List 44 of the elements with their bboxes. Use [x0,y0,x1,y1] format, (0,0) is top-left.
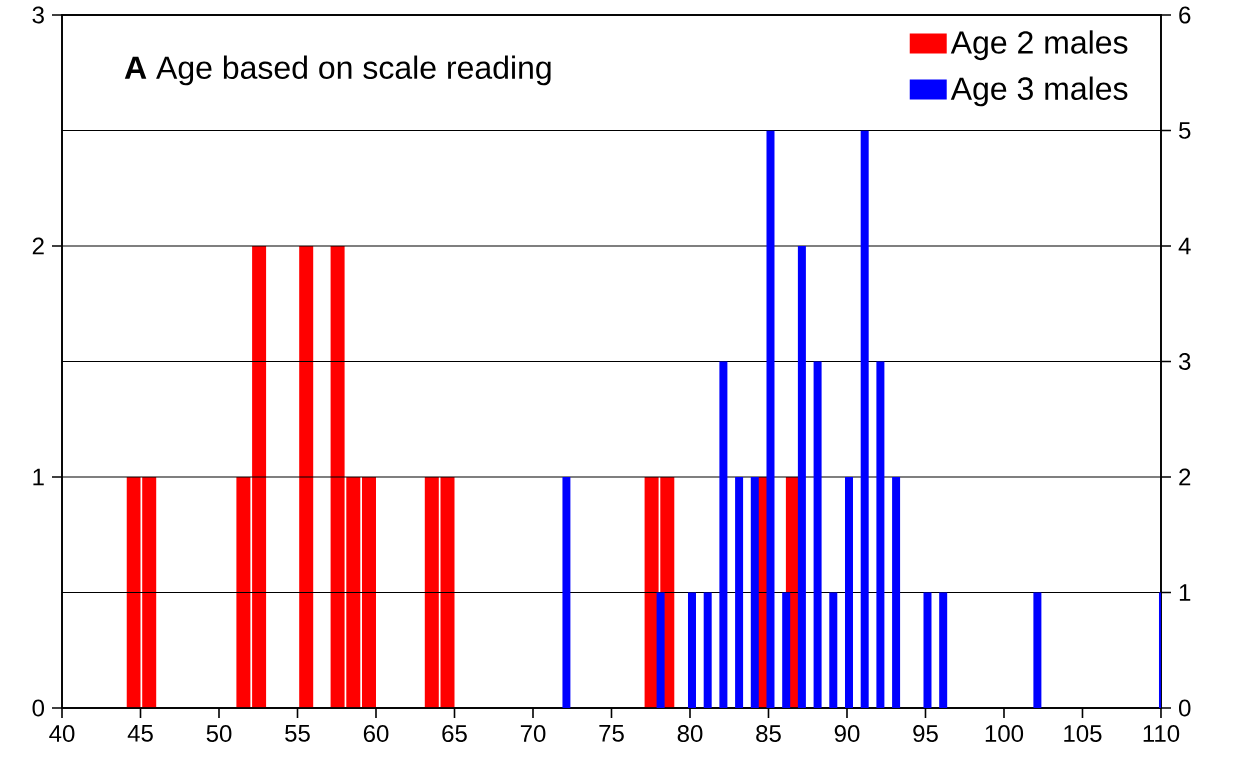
bar [892,476,901,708]
x-tick-label: 95 [913,725,938,743]
bar [844,476,853,708]
bar [1033,592,1042,708]
legend-label: Age 2 males [950,30,1128,61]
bar [876,361,885,708]
x-tick-label: 60 [363,725,389,743]
x-tick-label: 110 [1143,725,1180,743]
y2-tick-label: 2 [1179,468,1191,486]
x-tick-label: 90 [834,725,860,743]
y2-tick-label: 5 [1179,122,1191,139]
x-tick-label: 80 [677,725,703,743]
x-tick-label: 40 [49,725,75,743]
bar [923,592,932,708]
y-tick-label: 2 [32,237,44,255]
bar [766,130,775,708]
bar [860,130,869,708]
x-tick-label: 75 [599,725,624,742]
x-tick-label: 55 [285,725,310,742]
bar [939,592,948,708]
y2-tick-label: 6 [1179,6,1191,24]
bar [829,592,838,708]
x-tick-label: 65 [442,725,467,743]
y2-tick-label: 4 [1178,237,1191,255]
x-tick-label: 70 [520,725,546,743]
y-tick-label: 3 [32,6,44,24]
text: A Age based on scale reading [124,55,551,86]
y-tick-label: 0 [32,699,45,717]
bar [703,592,712,708]
y2-tick-label: 3 [1178,353,1191,370]
bar [797,245,806,708]
x-tick-label: 45 [127,725,153,742]
y2-tick-label: 1 [1179,584,1191,601]
bar [719,361,728,708]
x-tick-label: 85 [756,725,781,743]
legend-label: Age 3 males [950,76,1128,107]
bar [735,476,744,708]
bar [688,592,696,708]
x-tick-label: 50 [206,725,232,743]
x-tick-label: 105 [1064,725,1102,743]
x-tick-label: 100 [985,725,1024,743]
y-tick-label: 1 [33,468,44,486]
y2-tick-label: 0 [1178,699,1191,717]
bar [813,361,822,708]
